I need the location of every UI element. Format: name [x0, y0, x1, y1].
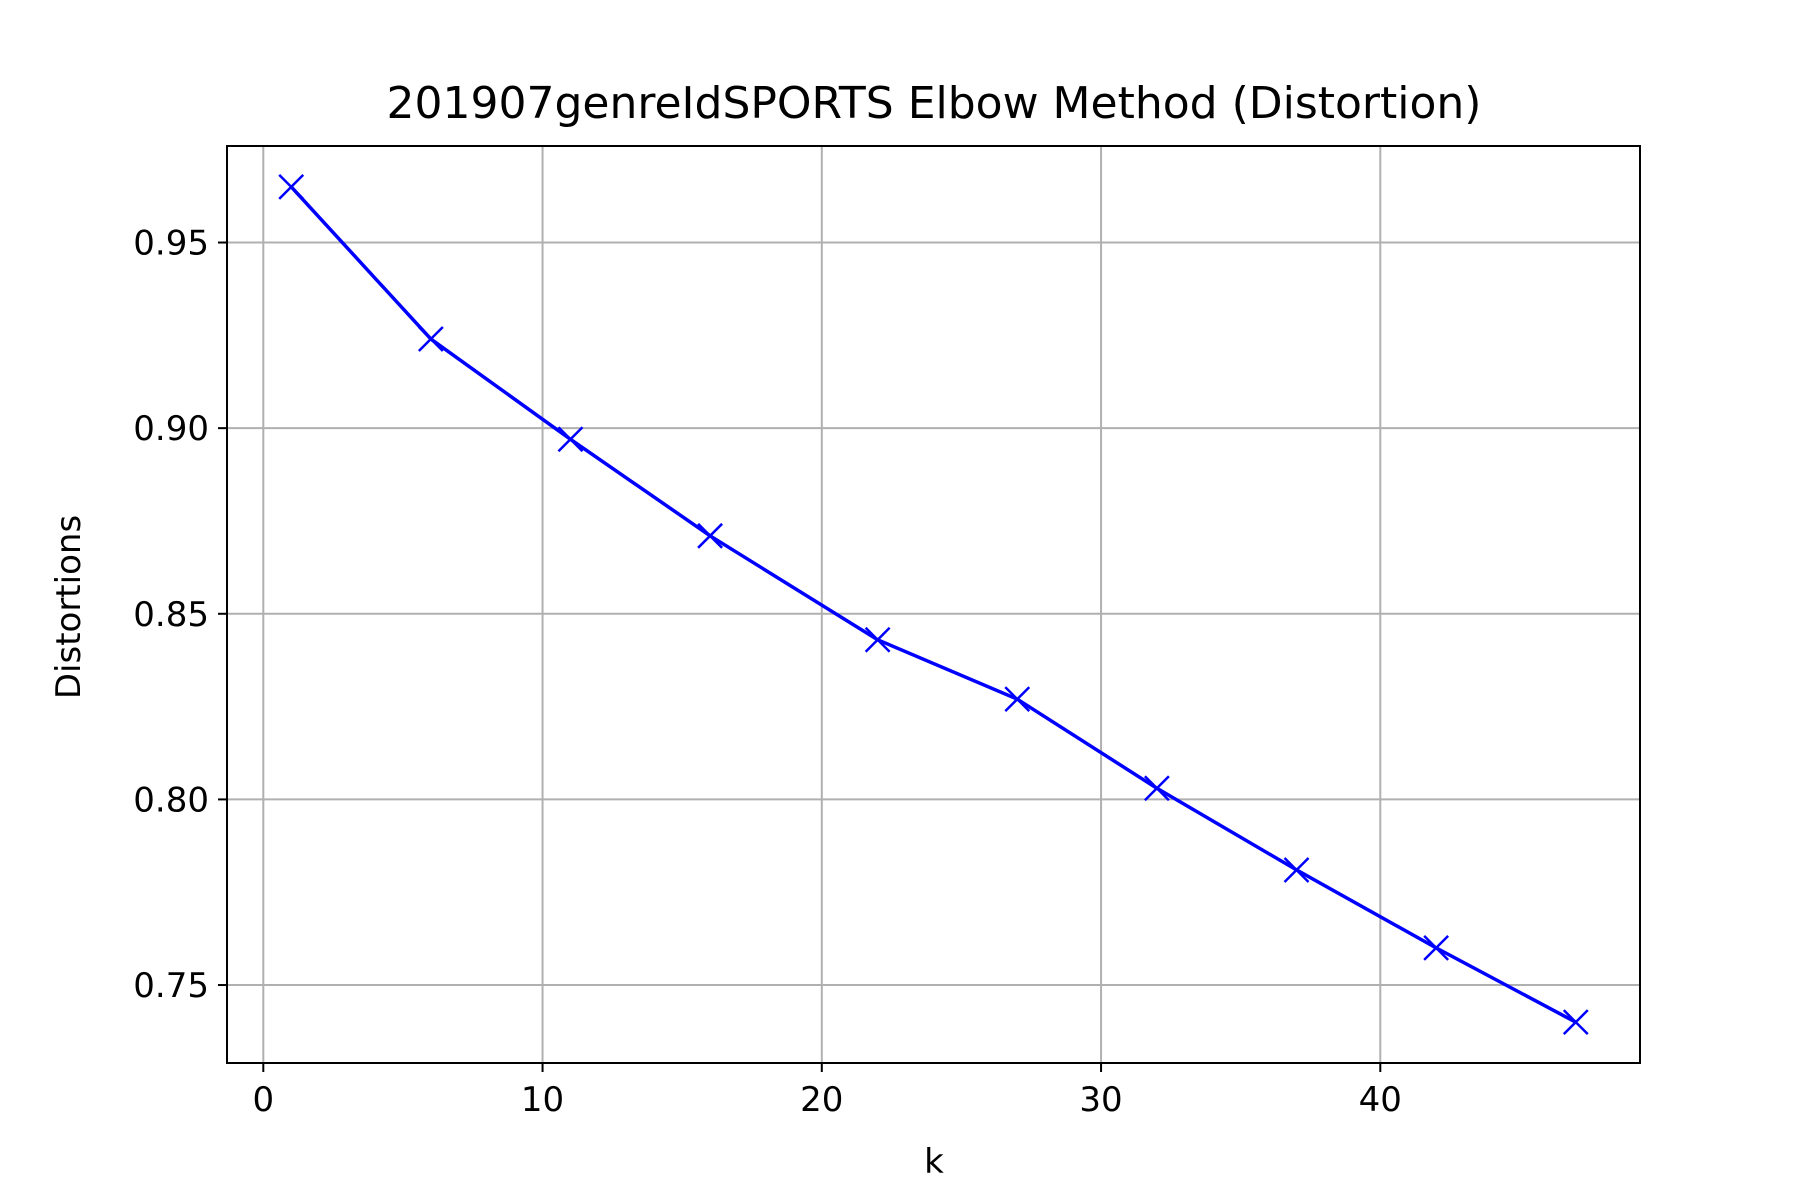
data-point-marker: [1283, 857, 1310, 883]
y-tick-label: 0.80: [133, 780, 209, 820]
y-tick-label: 0.75: [133, 966, 209, 1006]
grid-lines: [227, 146, 1640, 1063]
data-point-marker: [417, 326, 444, 352]
distortion-series-line: [289, 185, 1577, 1024]
data-point-marker: [278, 173, 305, 200]
chart-title: 201907genreIdSPORTS Elbow Method (Distor…: [387, 78, 1482, 129]
y-tick-label: 0.85: [133, 595, 209, 635]
x-tick-label: 0: [252, 1080, 274, 1120]
y-tick-label: 0.95: [133, 224, 209, 264]
x-tick-label: 30: [1079, 1080, 1122, 1120]
marker-layer: [278, 173, 1589, 1036]
data-point-marker: [864, 626, 891, 653]
x-tick-label: 40: [1359, 1080, 1402, 1120]
data-point-marker: [1562, 1009, 1589, 1036]
data-point-marker: [1423, 935, 1450, 961]
y-axis-label: Distortions: [49, 515, 89, 699]
data-point-marker: [1144, 775, 1170, 802]
x-tick-label: 10: [521, 1080, 564, 1120]
x-axis-label: k: [924, 1142, 944, 1182]
data-point-marker: [1004, 686, 1031, 713]
data-point-marker: [557, 426, 584, 453]
axis-ticks: 0 10 20 30 40 0.75 0.80 0.85 0.90 0.95: [133, 224, 1402, 1120]
series-line-layer: [289, 185, 1577, 1024]
data-point-marker: [697, 522, 723, 549]
x-tick-label: 20: [800, 1080, 843, 1120]
plot-area-frame: [226, 145, 1641, 1064]
y-tick-label: 0.90: [133, 409, 209, 449]
